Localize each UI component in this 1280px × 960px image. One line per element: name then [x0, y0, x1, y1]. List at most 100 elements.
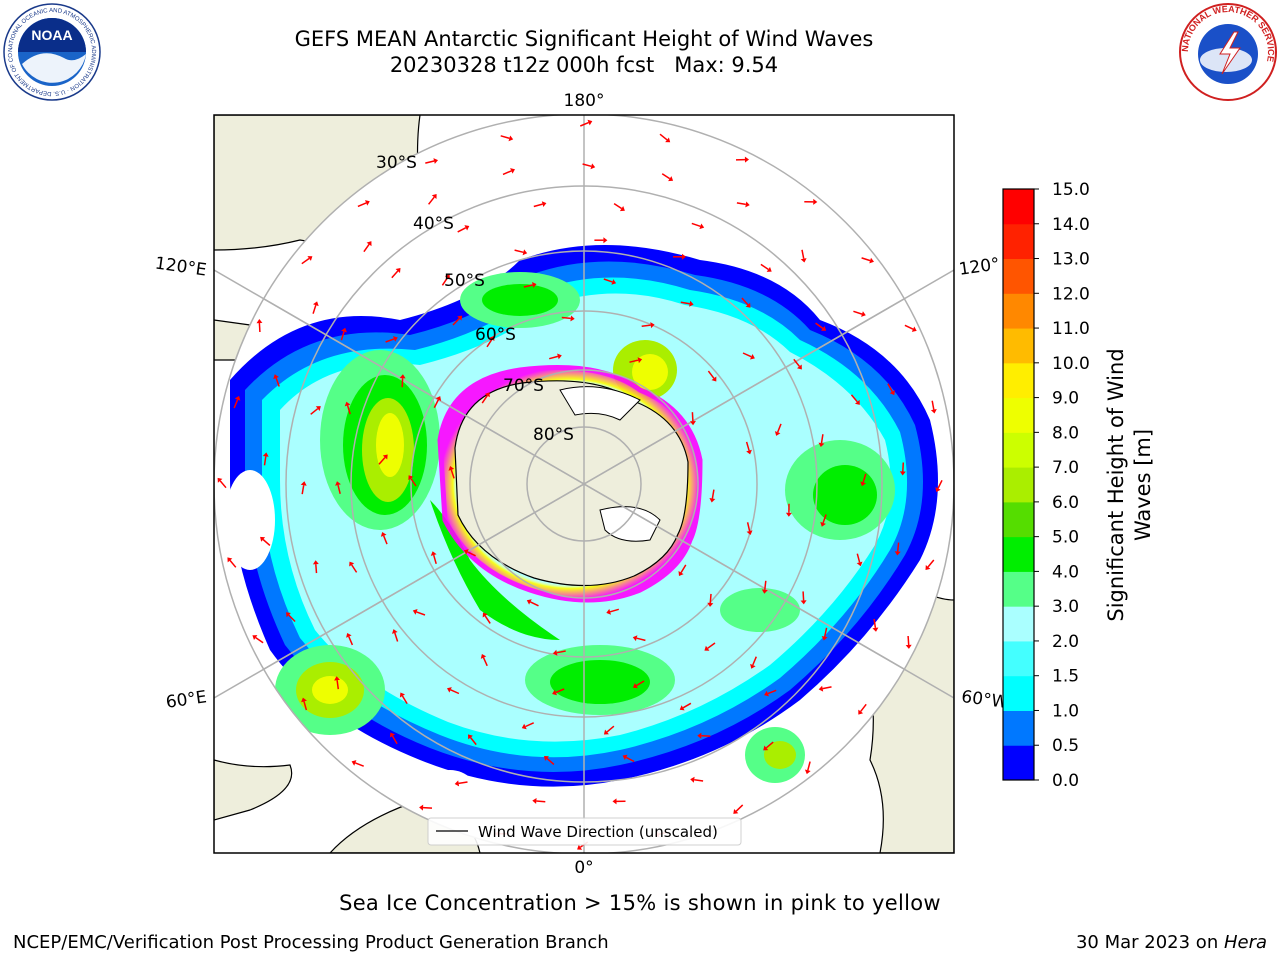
wave-direction-arrowhead	[690, 776, 695, 783]
wave-direction-arrowhead	[335, 481, 341, 486]
wave-direction-arrowhead	[872, 627, 879, 632]
wave-direction-arrow	[680, 564, 687, 573]
wave-direction-arrow	[636, 637, 646, 642]
wave-direction-arrow	[378, 456, 386, 465]
wave-direction-arrowhead	[766, 266, 772, 272]
wave-direction-arrowhead	[234, 395, 241, 401]
wave-direction-arrow	[582, 163, 592, 168]
wave-direction-arrowhead	[541, 201, 547, 207]
wave-direction-arrowhead	[711, 376, 717, 382]
colorbar-tick-label: 4.0	[1052, 562, 1079, 582]
wave-direction-arrow	[823, 627, 828, 637]
wave-direction-arrow	[337, 484, 341, 494]
wave-direction-arrow	[502, 170, 512, 176]
wave-direction-arrowhead	[522, 249, 528, 256]
colorbar-segment	[1003, 606, 1034, 642]
colorbar-tick-label: 1.0	[1052, 701, 1079, 721]
wave-direction-arrow	[357, 202, 367, 208]
wave-direction-arrowhead	[665, 137, 671, 143]
antarctica	[437, 365, 703, 603]
colorbar-segment	[1003, 536, 1034, 572]
lon-label-120w: 120°	[958, 254, 1001, 280]
wave-direction-arrowhead	[315, 406, 321, 411]
wave-direction-arrow	[312, 304, 317, 314]
colorbar-tick-label: 0.5	[1052, 736, 1079, 756]
colorbar-label-line-2: Waves [m]	[1131, 429, 1155, 541]
wave-direction-arrow	[486, 338, 493, 348]
colorbar-segment	[1003, 223, 1034, 260]
colorbar-tick-label: 13.0	[1052, 250, 1090, 270]
wave-direction-arrowhead	[395, 268, 401, 273]
wave-direction-arrowhead	[764, 690, 769, 697]
wave-direction-arrowhead	[532, 798, 537, 804]
lon-label-60e: 60°E	[165, 687, 208, 712]
wave-direction-arrowhead	[544, 756, 549, 761]
wave-direction-arrowhead	[818, 442, 825, 447]
wave-direction-arrow	[680, 301, 690, 305]
colorbar-tick-label: 10.0	[1052, 354, 1090, 374]
wave-direction-arrow	[263, 456, 267, 466]
wave-direction-arrow	[931, 400, 935, 410]
wave-direction-arrow	[896, 542, 900, 552]
wave-direction-arrowhead	[252, 635, 258, 640]
lat-label-60s: 60°S	[475, 325, 516, 345]
wave-direction-arrowhead	[745, 201, 750, 208]
wave-direction-arrowhead	[689, 421, 696, 426]
wave-direction-arrowhead	[746, 449, 752, 455]
wave-direction-arrow	[694, 779, 704, 782]
wave-direction-arrow	[862, 473, 867, 483]
wave-direction-arrow	[752, 656, 757, 666]
wave-direction-arrow	[856, 553, 861, 563]
wave-direction-arrowhead	[468, 734, 473, 740]
wave-direction-arrow	[233, 399, 239, 409]
wave-direction-arrow	[777, 423, 782, 433]
wave-direction-arrowhead	[679, 705, 685, 711]
colorbar-tick-label: 1.5	[1052, 667, 1079, 687]
wave-direction-arrowhead	[678, 571, 684, 576]
wave-direction-arrowhead	[382, 454, 388, 460]
colorbar-tick-label: 6.0	[1052, 493, 1079, 513]
colorbar: 0.0 0.5 1.0 1.5 2.0 3.0 4.0 5.0 6.0 7.0 8.0 9.0 10.0…	[1002, 180, 1090, 791]
wave-direction-arrow	[853, 310, 863, 315]
wave-direction-arrow	[523, 284, 533, 288]
wave-direction-arrowhead	[557, 353, 562, 360]
wave-direction-arrowhead	[935, 487, 941, 492]
wave-direction-arrow	[661, 173, 671, 180]
wave-direction-arrow	[481, 395, 488, 404]
wave-direction-arrow	[927, 559, 935, 568]
wave-direction-arrow	[764, 580, 767, 590]
wave-direction-arrowhead	[856, 561, 863, 567]
colorbar-segment	[1003, 571, 1034, 607]
wave-direction-arrow	[348, 636, 354, 646]
wave-direction-arrowhead	[508, 135, 514, 142]
colorbar-tick-label: 15.0	[1052, 180, 1090, 200]
colorbar-segment	[1003, 501, 1034, 538]
wave-direction-arrowhead	[510, 168, 515, 174]
lat-label-50s: 50°S	[444, 271, 485, 291]
wind-wave-arrows	[217, 119, 943, 850]
wave-direction-arrow	[536, 800, 546, 803]
wave-direction-arrowhead	[763, 745, 769, 751]
wave-direction-arrow	[802, 591, 805, 601]
wave-direction-arrowhead	[899, 471, 906, 476]
wave-direction-arrow	[760, 263, 769, 271]
wave-direction-arrowhead	[699, 223, 705, 230]
wave-direction-arrow	[533, 203, 543, 208]
wave-direction-arrow	[556, 650, 566, 654]
wave-direction-arrowhead	[457, 315, 463, 321]
wave-direction-arrow	[636, 680, 645, 687]
wave-direction-arrowhead	[431, 194, 437, 199]
wave-direction-arrowhead	[286, 612, 291, 618]
wave-direction-arrowhead	[408, 475, 414, 481]
wave-direction-arrowhead	[532, 282, 537, 288]
wave-direction-arrowhead	[570, 315, 575, 322]
wave-direction-arrow	[641, 324, 651, 327]
wave-direction-arrowhead	[707, 602, 714, 607]
colorbar-tick-label: 2.0	[1052, 632, 1079, 652]
wave-direction-arrowhead	[365, 200, 370, 206]
wave-direction-arrowhead	[552, 649, 558, 656]
wave-direction-arrowhead	[813, 198, 818, 205]
chart-title: GEFS MEAN Antarctic Significant Height o…	[0, 26, 1168, 78]
wave-direction-arrow	[262, 538, 271, 546]
